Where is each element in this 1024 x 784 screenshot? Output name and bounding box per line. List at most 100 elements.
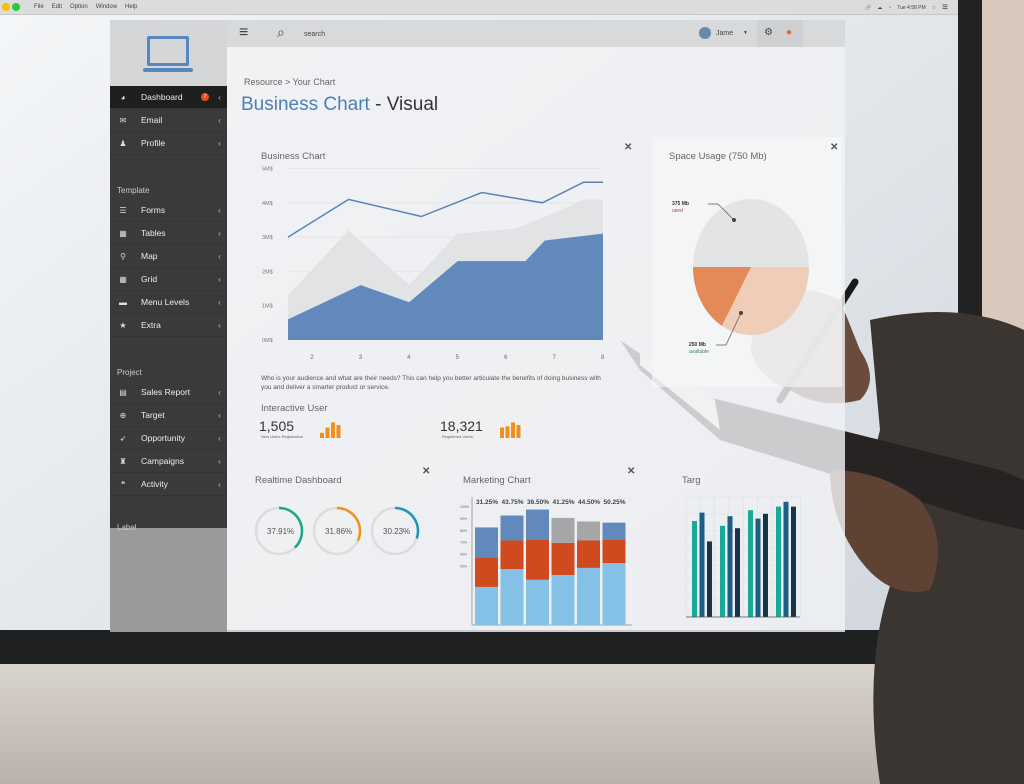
chevron-left-icon: ‹: [218, 138, 221, 148]
user-name[interactable]: Jame: [716, 30, 734, 37]
sidebar-item-label: Map: [141, 251, 158, 261]
envelope-icon: ✉: [119, 115, 127, 125]
window-frame: [0, 630, 940, 664]
notification-badge: 7: [201, 93, 209, 101]
logo: [110, 20, 227, 86]
sidebar-item-label: Dashboard: [141, 92, 183, 102]
sidebar-item-map[interactable]: ⚲ Map ‹: [110, 245, 227, 268]
realtime-dashboard-title: Realtime Dashboard: [255, 475, 342, 486]
stat-label: New Users Registration: [261, 434, 304, 439]
campaign-icon: ♜: [119, 456, 127, 466]
sidebar-item-label: Extra: [141, 320, 161, 330]
folder-icon: ▬: [119, 297, 127, 307]
available-label: available: [689, 349, 709, 355]
menu-option[interactable]: Option: [70, 4, 88, 10]
sidebar-item-extra[interactable]: ★ Extra ‹: [110, 314, 227, 337]
star-icon: ★: [119, 320, 127, 330]
used-label: used: [672, 208, 683, 214]
search-input[interactable]: search: [304, 31, 326, 38]
sidebar-item-sales-report[interactable]: ▤ Sales Report ‹: [110, 381, 227, 404]
menu-edit[interactable]: Edit: [51, 4, 63, 10]
sidebar-item-label: Sales Report: [141, 387, 191, 397]
business-chart-title: Business Chart: [261, 151, 326, 162]
sidebar-item-email[interactable]: ✉ Email ‹: [110, 109, 227, 132]
top-bar: ≡ ⌕ search Jame ▼ ⚙ ●: [227, 20, 845, 47]
dashboard-icon: ◕: [120, 92, 126, 102]
marketing-chart-title: Marketing Chart: [463, 475, 531, 486]
close-icon[interactable]: ✕: [830, 142, 839, 153]
title-rest: - Visual: [369, 94, 439, 115]
chevron-left-icon: ‹: [218, 387, 221, 397]
minimize-button[interactable]: [2, 3, 10, 11]
link-icon[interactable]: 🔗: [864, 4, 872, 11]
grid-icon: ▦: [119, 274, 127, 284]
interactive-user-title: Interactive User: [261, 403, 328, 414]
sidebar-item-label: Menu Levels: [141, 297, 190, 307]
sidebar-heading: Label: [117, 523, 137, 532]
chat-icon: ❝: [120, 479, 126, 489]
menu-window[interactable]: Window: [95, 4, 118, 10]
chevron-left-icon: ‹: [218, 251, 221, 261]
chevron-left-icon: ‹: [218, 274, 221, 284]
main-panel: ≡ ⌕ search Jame ▼ ⚙ ● Resource > Your Ch…: [227, 20, 845, 632]
sidebar-item-forms[interactable]: ☰ Forms ‹: [110, 199, 227, 222]
sidebar-item-label: Campaigns: [141, 456, 184, 466]
sidebar-item-label: Activity: [141, 479, 168, 489]
stat-label: Registered Users: [442, 434, 473, 439]
chevron-left-icon: ‹: [218, 479, 221, 489]
sidebar-item-dashboard[interactable]: ◕ Dashboard 7 ‹: [110, 86, 227, 109]
business-description: Who is your audience and what are their …: [261, 375, 601, 391]
sidebar-item-target[interactable]: ⊕ Target ‹: [110, 404, 227, 427]
star-icon[interactable]: ☆: [931, 4, 937, 11]
avatar[interactable]: [699, 27, 711, 39]
sidebar-item-label: Opportunity: [141, 433, 185, 443]
sidebar: ◕ Dashboard 7 ‹ ✉ Email ‹ ♟ Profile ‹ Template ☰ For…: [110, 20, 227, 632]
target-chart-title: Targ: [682, 475, 701, 486]
target-icon: ⊕: [119, 410, 127, 420]
close-icon[interactable]: ✕: [422, 466, 431, 477]
used-value: 375 Mb: [672, 201, 689, 207]
close-icon[interactable]: ✕: [624, 142, 633, 153]
search-icon[interactable]: ⌕: [277, 24, 285, 40]
stat-value: 18,321: [440, 418, 483, 434]
sidebar-item-campaigns[interactable]: ♜ Campaigns ‹: [110, 450, 227, 473]
sidebar-item-opportunity[interactable]: ➶ Opportunity ‹: [110, 427, 227, 450]
laptop-icon: [147, 36, 189, 66]
sidebar-item-menu-levels[interactable]: ▬ Menu Levels ‹: [110, 291, 227, 314]
available-value: 250 Mb: [689, 342, 706, 348]
breadcrumb: Resource > Your Chart: [244, 77, 336, 87]
page-title: Business Chart - Visual: [241, 94, 438, 116]
cloud-icon[interactable]: ☁: [877, 4, 883, 11]
notification-icon[interactable]: ●: [786, 27, 793, 38]
report-icon: ▤: [119, 387, 127, 397]
wifi-icon[interactable]: ◔: [888, 4, 892, 11]
chevron-down-icon[interactable]: ▼: [743, 30, 748, 36]
menu-file[interactable]: File: [34, 4, 44, 10]
gear-icon[interactable]: ⚙: [764, 27, 773, 38]
sidebar-item-label: Grid: [141, 274, 158, 284]
forms-icon: ☰: [119, 205, 127, 215]
chevron-left-icon: ‹: [218, 456, 221, 466]
sidebar-item-profile[interactable]: ♟ Profile ‹: [110, 132, 227, 155]
hamburger-icon[interactable]: ≡: [239, 24, 249, 41]
maximize-button[interactable]: [12, 3, 20, 11]
sidebar-item-label: Forms: [141, 205, 166, 215]
sidebar-item-label: Tables: [141, 228, 166, 238]
sidebar-item-tables[interactable]: ▦ Tables ‹: [110, 222, 227, 245]
sidebar-item-grid[interactable]: ▦ Grid ‹: [110, 268, 227, 291]
menu-help[interactable]: Help: [125, 4, 138, 10]
chevron-left-icon: ‹: [218, 410, 221, 420]
user-icon: ♟: [119, 138, 127, 148]
chevron-left-icon: ‹: [218, 320, 221, 330]
rocket-icon: ➶: [119, 433, 127, 443]
sidebar-heading: Template: [117, 186, 150, 195]
space-usage-card: [652, 137, 842, 387]
hamburger-icon[interactable]: ≡: [942, 2, 948, 13]
chevron-left-icon: ‹: [218, 92, 221, 102]
chevron-left-icon: ‹: [218, 297, 221, 307]
close-icon[interactable]: ✕: [627, 466, 636, 477]
sidebar-item-activity[interactable]: ❝ Activity ‹: [110, 473, 227, 496]
map-pin-icon: ⚲: [120, 251, 126, 261]
window-sill: [0, 664, 1024, 784]
sidebar-item-label: Email: [141, 115, 163, 125]
